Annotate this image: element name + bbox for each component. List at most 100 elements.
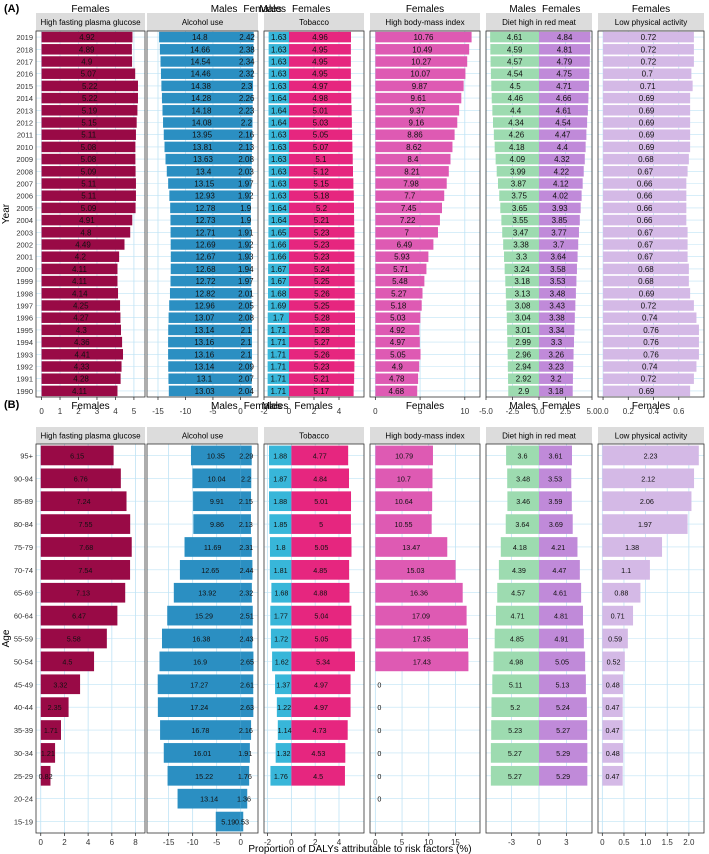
data-label: 2.15 [239, 497, 253, 506]
data-label: 4.73 [313, 726, 327, 735]
bar [504, 263, 539, 275]
bar [603, 324, 699, 336]
data-label: 1.92 [238, 241, 254, 250]
bar [268, 44, 289, 55]
data-label: 5.05 [314, 543, 328, 552]
data-label: 3.55 [512, 216, 528, 225]
data-label: 1.91 [238, 749, 252, 758]
bar [240, 166, 252, 177]
data-label: 0.72 [641, 302, 657, 311]
y-tick-label: 2019 [16, 33, 33, 42]
bar [240, 251, 252, 262]
data-label: 12.69 [196, 241, 217, 250]
data-label: 5.58 [67, 635, 81, 644]
bar [375, 361, 420, 372]
data-label: 4.95 [312, 58, 328, 67]
data-label: 3.24 [514, 265, 530, 274]
bar [291, 628, 352, 649]
y-axis-title: Age [1, 629, 12, 647]
bar [240, 674, 254, 695]
bar [505, 288, 539, 299]
x-tick-label: -2.5 [506, 407, 520, 416]
data-label: 16.38 [192, 635, 210, 644]
bar [492, 674, 539, 695]
data-label: 15.03 [406, 566, 424, 575]
bar [291, 651, 355, 672]
data-label: 13.1 [197, 375, 213, 384]
data-label: 3.53 [550, 277, 566, 286]
x-tick-label: 0 [537, 838, 542, 847]
bar [275, 674, 292, 695]
bar [215, 811, 241, 832]
data-label: 15.22 [195, 772, 213, 781]
x-tick-label: 2 [312, 407, 317, 416]
bar [41, 190, 136, 201]
y-tick-label: 2018 [16, 45, 33, 54]
x-tick-label: -5 [213, 838, 221, 847]
sex-label: Females [632, 4, 670, 15]
data-label: 4.9 [392, 363, 404, 372]
data-label: 3.59 [548, 497, 562, 506]
data-label: 3.13 [515, 289, 531, 298]
data-label: 2.08 [238, 155, 254, 164]
bar [40, 628, 107, 649]
data-label: 5.23 [314, 363, 330, 372]
data-label: 0.66 [637, 180, 653, 189]
facet-strip-label: Tobacco [299, 18, 329, 27]
bar [268, 117, 289, 128]
data-label: 3.65 [512, 204, 528, 213]
data-label: 1.8 [276, 543, 286, 552]
data-label: 4.96 [312, 33, 328, 42]
bar [163, 743, 241, 763]
bar [168, 373, 241, 384]
bar [539, 178, 583, 189]
data-label: 3.2 [550, 375, 562, 384]
y-tick-label: 15-19 [14, 818, 33, 827]
bar [240, 190, 251, 201]
bar [167, 765, 241, 786]
bar [289, 324, 355, 336]
data-label: 1.37 [276, 680, 290, 689]
data-label: 4.41 [74, 350, 90, 359]
data-label: 4.81 [557, 45, 573, 54]
bar [167, 605, 241, 626]
y-tick-label: 2013 [16, 106, 33, 115]
y-tick-label: 2005 [16, 204, 33, 213]
data-label: 4.25 [73, 302, 89, 311]
facet-strip [370, 427, 480, 444]
bar [539, 312, 575, 323]
bar [168, 312, 241, 323]
plot-border [597, 30, 705, 398]
data-label: 14.8 [192, 33, 208, 42]
facet-bmi: Females High body-mass index 10.79 10.7 10.6… [369, 401, 481, 847]
bar [289, 56, 351, 67]
bar [505, 514, 539, 534]
data-label: 5.1 [315, 155, 327, 164]
data-label: 5.11 [81, 180, 97, 189]
facet-strip [486, 427, 592, 444]
bar [240, 129, 253, 140]
data-label: 5.03 [390, 314, 406, 323]
bar [375, 92, 462, 104]
bar [41, 92, 138, 104]
data-label: 2.44 [240, 566, 254, 575]
data-label: 2.23 [239, 106, 255, 115]
data-label: 2.94 [516, 363, 532, 372]
bar [240, 491, 252, 512]
data-label: 0 [377, 795, 381, 804]
data-label: 4.11 [72, 265, 88, 274]
data-label: 4.75 [556, 70, 572, 79]
data-label: 4.97 [314, 680, 328, 689]
bar [375, 44, 470, 55]
bar [375, 468, 433, 489]
data-label: 1.71 [271, 350, 287, 359]
bar [602, 514, 688, 534]
bar [157, 697, 241, 717]
data-label: 5.27 [556, 726, 570, 735]
bar [603, 275, 689, 287]
bar [539, 560, 580, 580]
data-label: 2.09 [238, 363, 254, 372]
y-tick-label: 2011 [17, 131, 33, 140]
data-label: 0.72 [641, 375, 657, 384]
